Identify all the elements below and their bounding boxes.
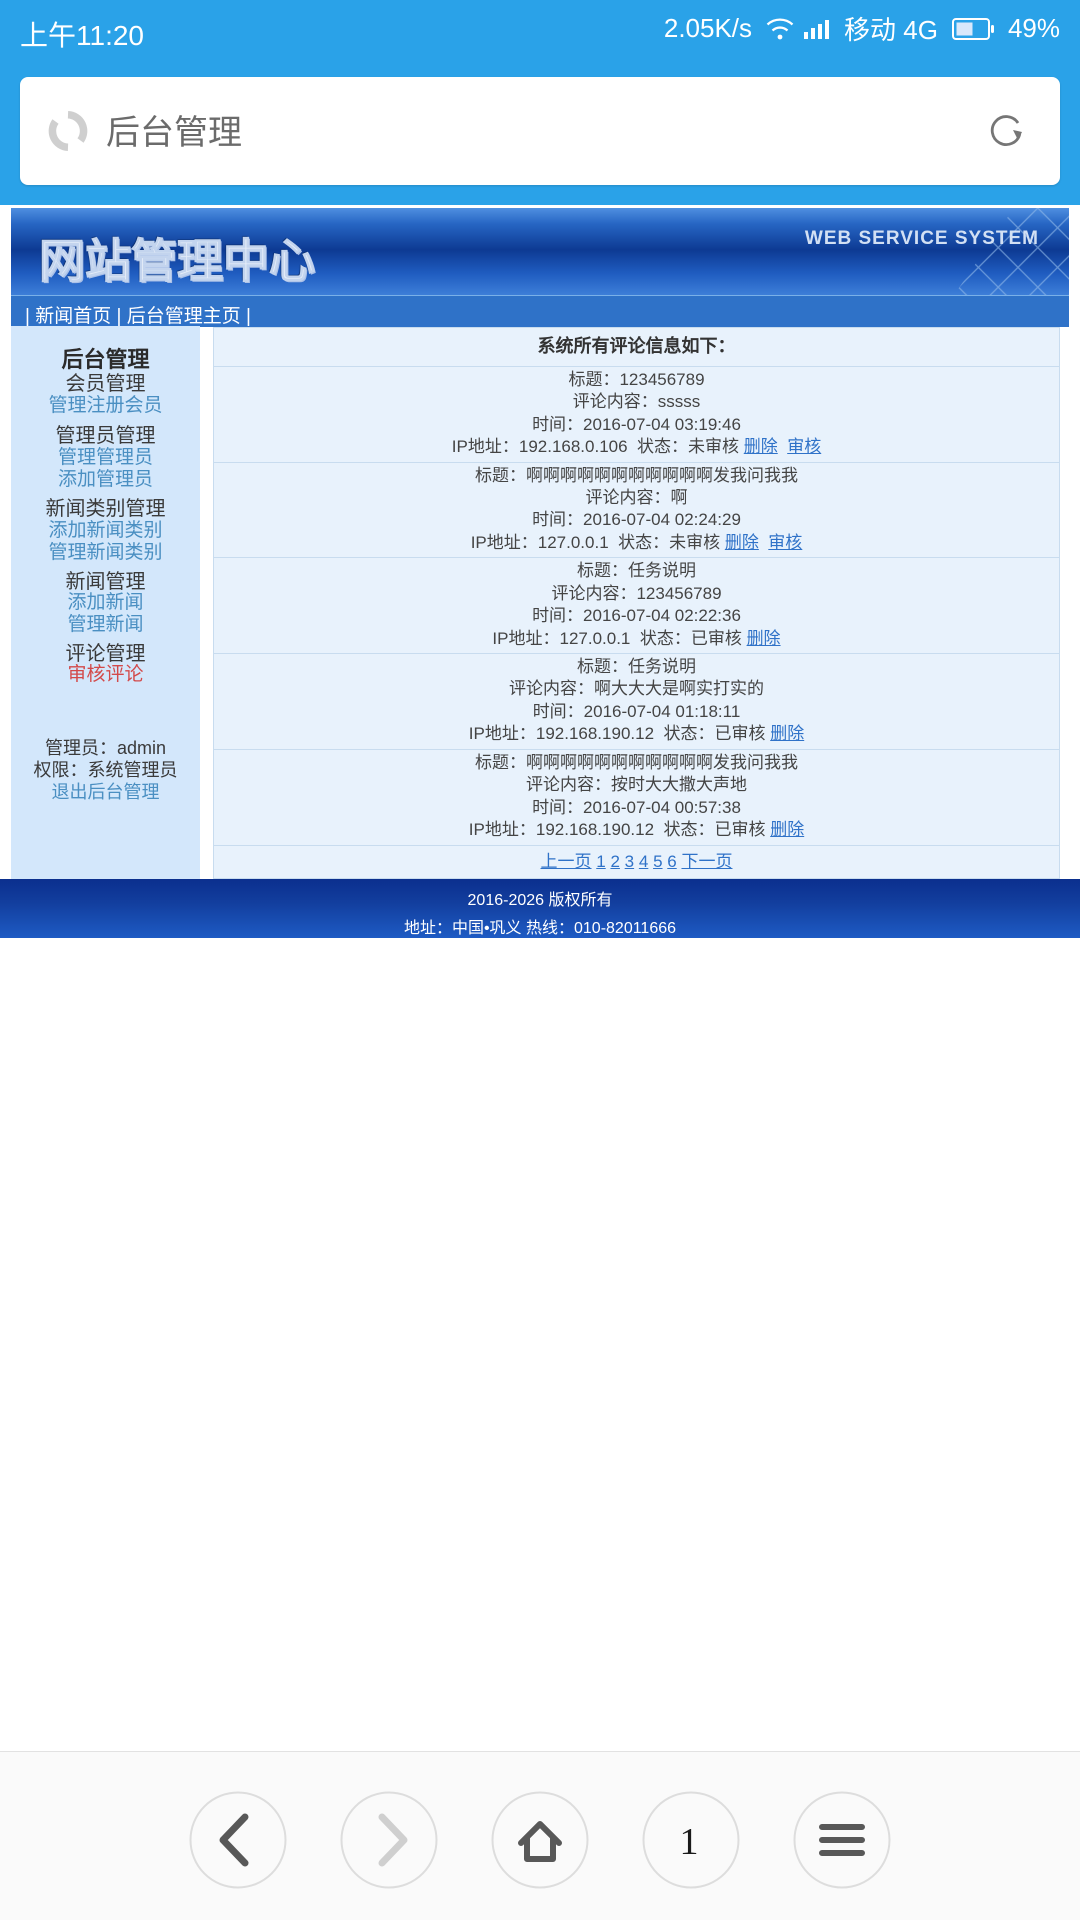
svg-text:1: 1 [680,1821,699,1863]
